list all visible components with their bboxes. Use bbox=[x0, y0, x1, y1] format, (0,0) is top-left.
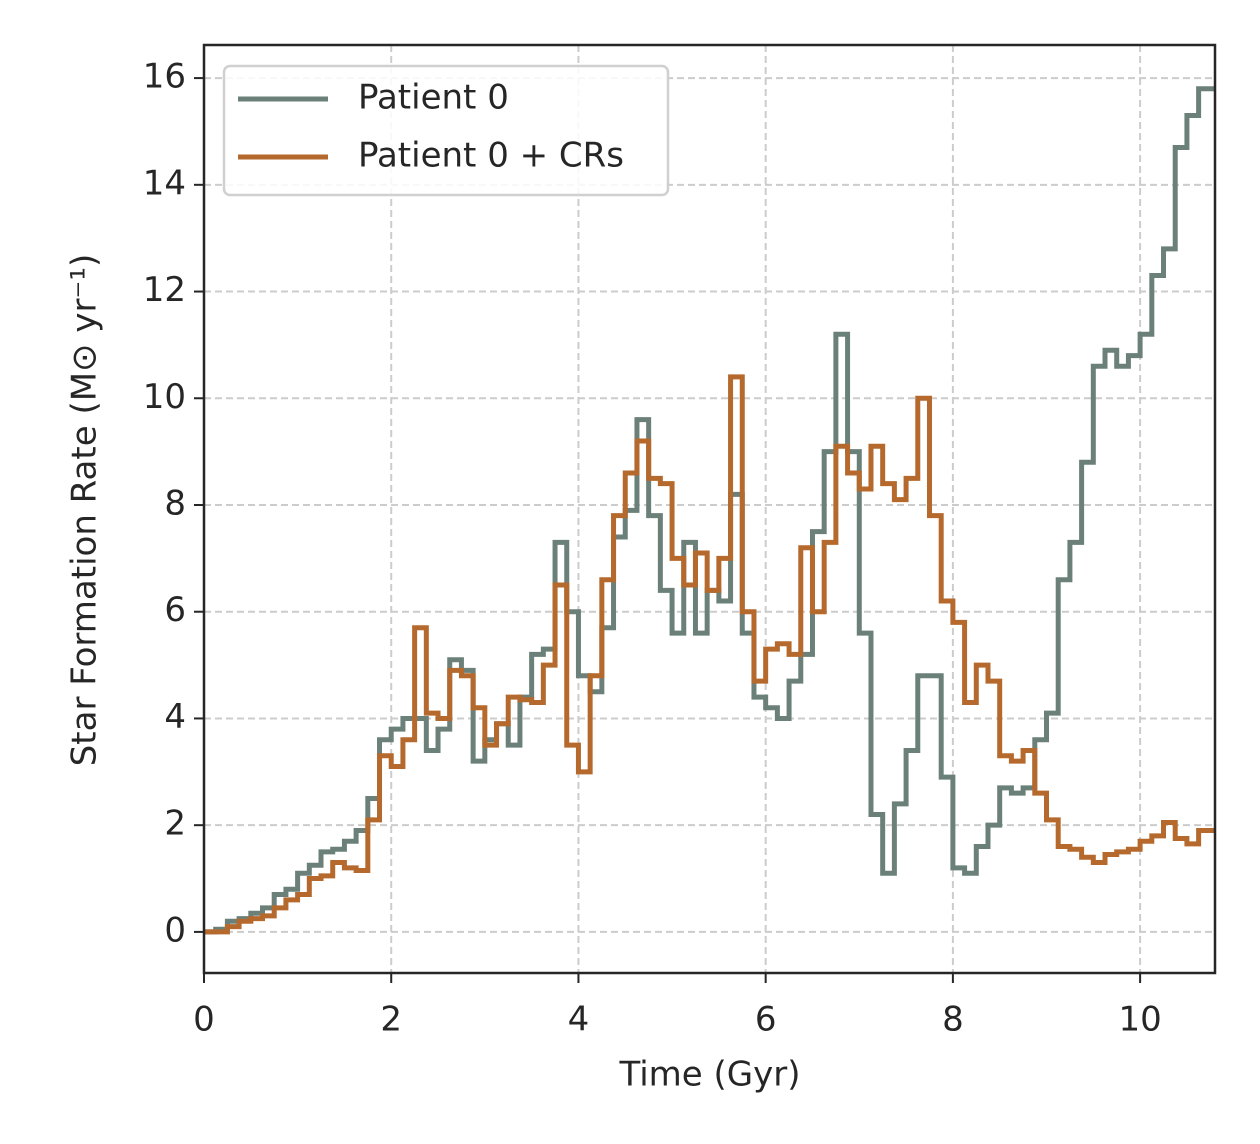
y-tick-label: 8 bbox=[164, 483, 186, 523]
x-tick-label: 10 bbox=[1118, 1000, 1161, 1040]
legend-box bbox=[222, 64, 670, 197]
y-tick-label: 6 bbox=[164, 590, 186, 630]
y-tick-label: 16 bbox=[143, 57, 186, 97]
y-tick-label: 2 bbox=[164, 804, 186, 844]
step-line bbox=[204, 374, 1215, 935]
x-tick-label: 8 bbox=[942, 1000, 964, 1040]
step-line bbox=[204, 86, 1215, 935]
x-tick-label: 2 bbox=[380, 1000, 402, 1040]
y-tick-label: 12 bbox=[143, 270, 186, 310]
legend-label: Patient 0 + CRs bbox=[358, 136, 624, 176]
y-tick-label: 4 bbox=[164, 697, 186, 737]
x-tick-label: 4 bbox=[568, 1000, 590, 1040]
y-tick-label: 0 bbox=[164, 910, 186, 950]
x-tick-label: 0 bbox=[193, 1000, 215, 1040]
y-tick-label: 10 bbox=[143, 377, 186, 417]
y-axis-label: Star Formation Rate (M⊙ yr⁻¹) bbox=[65, 254, 105, 767]
legend-label: Patient 0 bbox=[358, 78, 509, 118]
x-axis-label: Time (Gyr) bbox=[619, 1055, 801, 1095]
x-tick-label: 6 bbox=[755, 1000, 777, 1040]
y-tick-label: 14 bbox=[143, 163, 186, 203]
plot-frame bbox=[202, 43, 1217, 975]
